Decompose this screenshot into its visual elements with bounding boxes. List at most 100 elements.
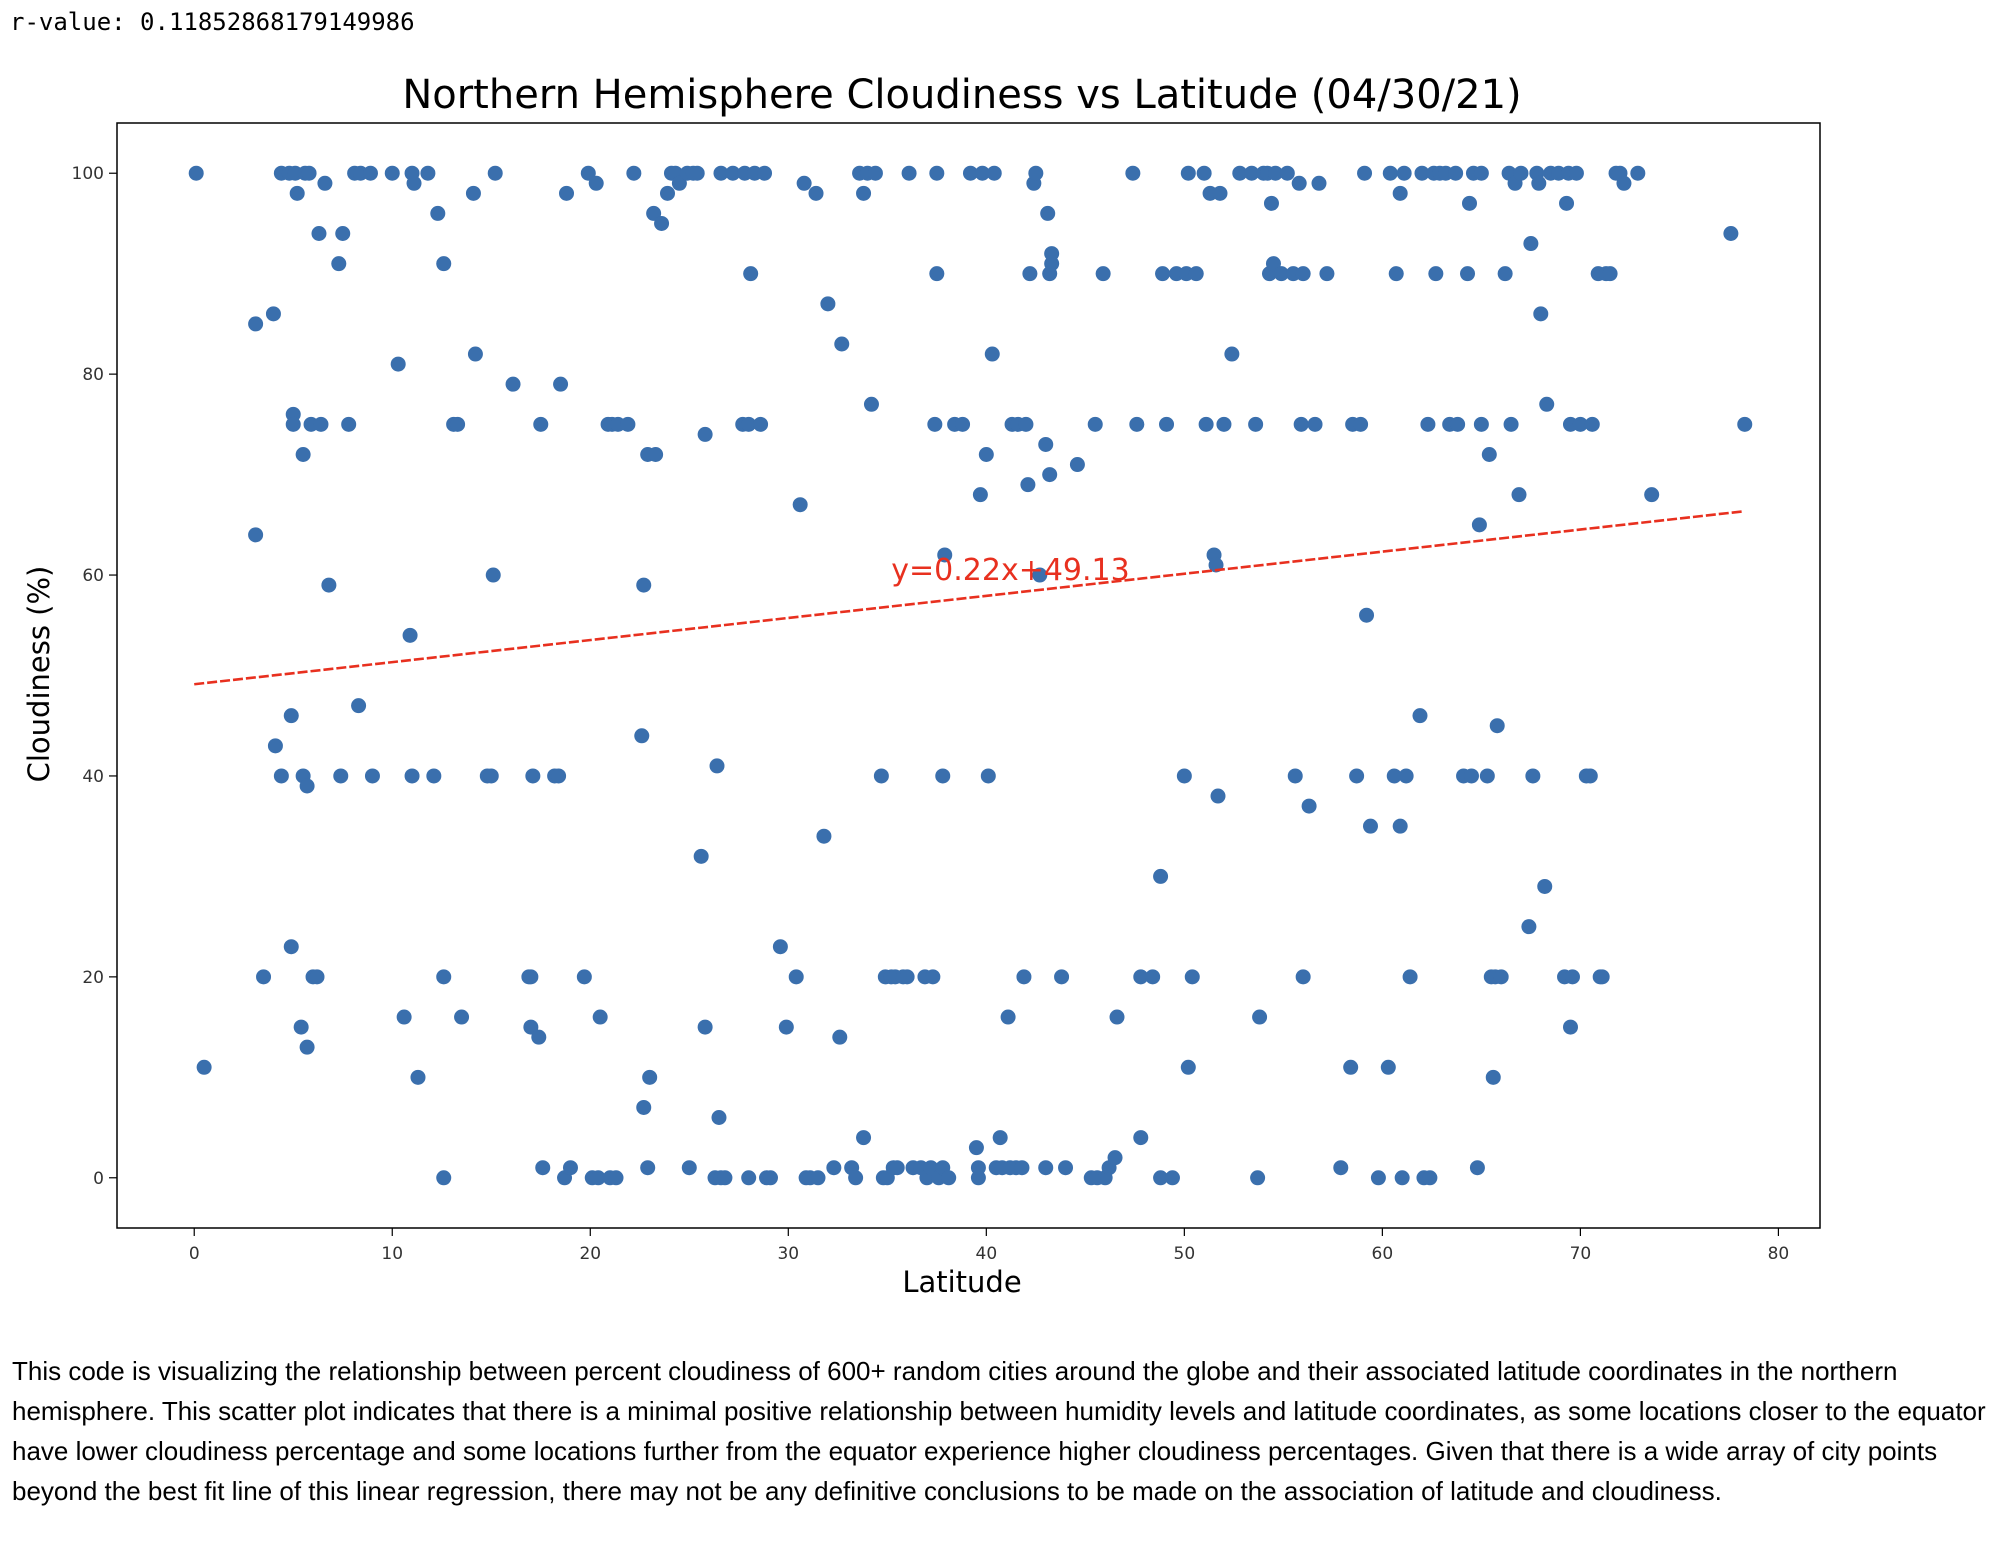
data-point (1250, 1170, 1266, 1186)
regression-equation-label: y=0.22x+49.13 (891, 553, 1129, 588)
data-point (430, 205, 446, 221)
chart-title: Northern Hemisphere Cloudiness vs Latitu… (402, 72, 1521, 118)
data-point (1311, 175, 1327, 191)
data-point (1630, 165, 1646, 181)
data-point (1145, 969, 1161, 985)
data-point (1291, 175, 1307, 191)
data-point (313, 416, 329, 432)
data-point (671, 175, 687, 191)
data-point (1032, 567, 1048, 583)
data-point (523, 1019, 539, 1035)
data-point (299, 778, 315, 794)
data-point (901, 165, 917, 181)
data-point (1212, 185, 1228, 201)
y-tick-label: 60 (82, 566, 104, 586)
data-point (970, 1160, 986, 1176)
data-point (927, 416, 943, 432)
data-point (1485, 1069, 1501, 1085)
data-point (426, 768, 442, 784)
data-point (535, 1160, 551, 1176)
data-point (1497, 266, 1513, 282)
data-point (1584, 416, 1600, 432)
data-point (551, 768, 567, 784)
data-point (1398, 768, 1414, 784)
data-point (410, 1069, 426, 1085)
data-point (808, 185, 824, 201)
data-point (743, 266, 759, 282)
data-point (1265, 256, 1281, 272)
data-point (925, 969, 941, 985)
data-point (1180, 165, 1196, 181)
data-point (436, 969, 452, 985)
data-point (1000, 1009, 1016, 1025)
data-point (980, 768, 996, 784)
data-point (467, 346, 483, 362)
data-point (646, 205, 662, 221)
data-point (1594, 969, 1610, 985)
data-point (634, 728, 650, 744)
data-point (974, 165, 990, 181)
data-point (1564, 969, 1580, 985)
data-point (1188, 266, 1204, 282)
data-point (1469, 1160, 1485, 1176)
data-point (196, 1059, 212, 1075)
data-point (648, 447, 664, 462)
data-point (889, 1160, 905, 1176)
data-point (1382, 165, 1398, 181)
data-point (559, 185, 575, 201)
data-point (697, 426, 713, 442)
data-point (1537, 878, 1553, 894)
data-point (1392, 818, 1408, 834)
data-point (1044, 246, 1060, 262)
data-point (826, 1160, 842, 1176)
data-point (295, 447, 311, 462)
data-point (1737, 416, 1753, 432)
data-point (1511, 487, 1527, 503)
data-point (1040, 205, 1056, 221)
r-value-output: r-value: 0.11852868179149986 (10, 8, 415, 36)
data-point (660, 185, 676, 201)
data-point (992, 1130, 1008, 1146)
data-point (608, 1170, 624, 1186)
data-point (390, 356, 406, 372)
data-point (856, 185, 872, 201)
data-point (265, 306, 281, 322)
y-tick-label: 40 (82, 767, 104, 787)
data-point (772, 939, 788, 955)
x-tick-label: 70 (1570, 1244, 1592, 1264)
data-point (525, 768, 541, 784)
y-tick-label: 0 (93, 1169, 104, 1189)
data-point (523, 969, 539, 985)
data-point (450, 416, 466, 432)
data-point (867, 165, 883, 181)
data-point (1412, 708, 1428, 724)
data-point (1125, 165, 1141, 181)
data-point (283, 939, 299, 955)
data-point (1042, 467, 1058, 483)
data-point (533, 416, 549, 432)
data-point (863, 396, 879, 412)
data-point (331, 256, 347, 272)
data-point (1232, 165, 1248, 181)
x-tick-label: 20 (579, 1244, 601, 1264)
data-point (1133, 969, 1149, 985)
regression-line (194, 510, 1743, 686)
data-point (188, 165, 204, 181)
data-point (592, 1009, 608, 1025)
data-point (256, 969, 272, 985)
data-point (792, 497, 808, 513)
data-point (321, 577, 337, 593)
data-point (283, 708, 299, 724)
data-points (188, 165, 1753, 1186)
data-point (820, 296, 836, 312)
data-point (762, 1170, 778, 1186)
data-point (1216, 416, 1232, 432)
data-point (725, 165, 741, 181)
data-point (248, 527, 264, 543)
data-point (588, 175, 604, 191)
data-point (955, 416, 971, 432)
data-point (1020, 477, 1036, 493)
data-point (1159, 416, 1175, 432)
x-tick-label: 40 (976, 1244, 998, 1264)
data-point (1559, 195, 1575, 211)
